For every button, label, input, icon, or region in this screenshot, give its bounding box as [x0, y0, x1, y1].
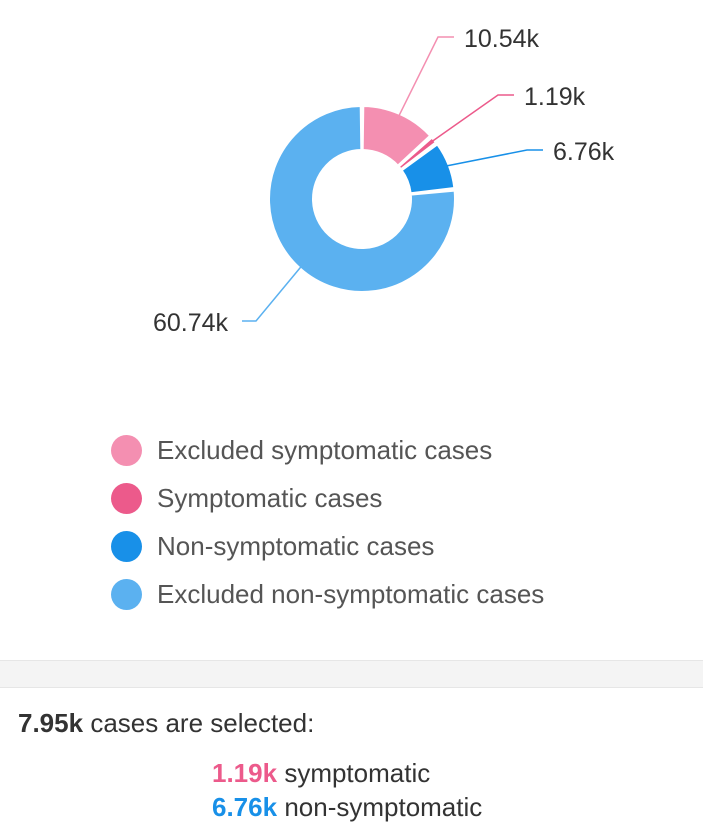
legend-swatch [111, 434, 142, 466]
leader-line-0 [398, 36, 454, 117]
legend-label: Symptomatic cases [157, 482, 383, 513]
chart-legend: Excluded symptomatic cases Symptomatic c… [111, 426, 544, 618]
summary-line-non-symptomatic: 6.76k non-symptomatic [212, 792, 482, 823]
donut-slice-2[interactable] [400, 143, 456, 195]
leader-line-1 [431, 94, 514, 142]
data-label-2: 6.76k [553, 138, 615, 166]
data-label-0: 10.54k [464, 25, 540, 53]
legend-item-symptomatic[interactable]: Symptomatic cases [111, 474, 544, 522]
legend-label: Excluded symptomatic cases [157, 434, 493, 465]
donut-slice-3[interactable] [268, 105, 456, 293]
selected-total: 7.95k [18, 708, 84, 738]
legend-item-excluded-non-symptomatic[interactable]: Excluded non-symptomatic cases [111, 570, 544, 618]
summary-value-non-symptomatic: 6.76k [212, 792, 278, 822]
data-label-3: 60.74k [153, 309, 229, 337]
summary-label-symptomatic: symptomatic [284, 758, 431, 788]
legend-swatch [111, 482, 142, 514]
selected-text: cases are selected: [90, 708, 315, 738]
leader-line-3 [242, 266, 302, 322]
selection-summary: 7.95k cases are selected: [18, 708, 314, 739]
legend-swatch [111, 578, 142, 610]
leader-line-2 [446, 149, 543, 167]
summary-label-non-symptomatic: non-symptomatic [284, 792, 483, 822]
summary-value-symptomatic: 1.19k [212, 758, 278, 788]
data-label-1: 1.19k [524, 83, 586, 111]
legend-item-non-symptomatic[interactable]: Non-symptomatic cases [111, 522, 544, 570]
donut-slice-1[interactable] [397, 136, 437, 171]
donut-slice-0[interactable] [361, 105, 432, 167]
legend-swatch [111, 530, 142, 562]
donut-chart: 10.54k 1.19k 6.76k 60.74k [153, 25, 615, 337]
section-divider [0, 660, 703, 688]
summary-line-symptomatic: 1.19k symptomatic [212, 758, 430, 789]
legend-item-excluded-symptomatic[interactable]: Excluded symptomatic cases [111, 426, 544, 474]
legend-label: Excluded non-symptomatic cases [157, 578, 545, 609]
legend-label: Non-symptomatic cases [157, 530, 435, 561]
